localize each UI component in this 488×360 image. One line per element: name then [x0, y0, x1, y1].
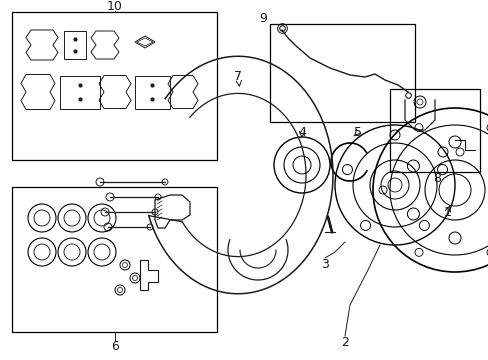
Bar — [12, 12, 217, 160]
Bar — [12, 187, 217, 332]
Text: 8: 8 — [432, 172, 440, 185]
Bar — [269, 24, 414, 122]
Text: 10: 10 — [107, 0, 122, 13]
Bar — [389, 89, 479, 172]
Text: 6: 6 — [111, 339, 119, 352]
Text: 7: 7 — [234, 69, 242, 82]
Text: 2: 2 — [340, 336, 348, 348]
Text: 3: 3 — [321, 257, 328, 270]
Text: 5: 5 — [353, 126, 361, 139]
Text: 1: 1 — [443, 206, 451, 219]
Text: 4: 4 — [298, 126, 305, 139]
Text: 9: 9 — [259, 13, 266, 26]
